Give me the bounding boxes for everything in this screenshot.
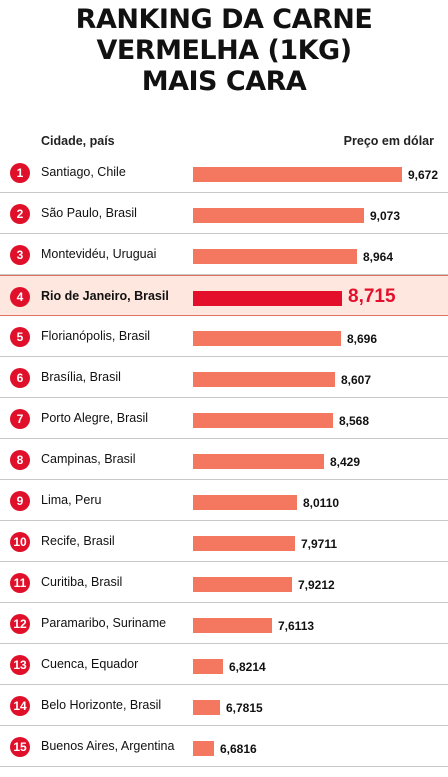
rank-badge: 11 [10, 573, 30, 593]
city-label: Rio de Janeiro, Brasil [41, 289, 169, 303]
column-header-city: Cidade, país [41, 134, 115, 148]
title-line-2: VERMELHA (1KG) [96, 35, 352, 66]
rank-badge: 10 [10, 532, 30, 552]
rank-badge: 2 [10, 204, 30, 224]
rank-badge: 15 [10, 737, 30, 757]
city-label: São Paulo, Brasil [41, 206, 137, 220]
city-label: Cuenca, Equador [41, 657, 139, 671]
table-row: 7 Porto Alegre, Brasil 8,568 [0, 398, 448, 439]
city-label: Montevidéu, Uruguai [41, 247, 157, 261]
value-label: 8,696 [347, 332, 378, 346]
city-label: Porto Alegre, Brasil [41, 411, 148, 425]
table-row: 11 Curitiba, Brasil 7,9212 [0, 562, 448, 603]
table-row: 15 Buenos Aires, Argentina 6,6816 [0, 726, 448, 767]
title-line-1: RANKING DA CARNE [75, 4, 373, 35]
table-row: 10 Recife, Brasil 7,9711 [0, 521, 448, 562]
rank-badge: 13 [10, 655, 30, 675]
table-row: 5 Florianópolis, Brasil 8,696 [0, 316, 448, 357]
bar [193, 372, 335, 387]
bar [193, 659, 223, 674]
bar [193, 331, 341, 346]
table-row: 13 Cuenca, Equador 6,8214 [0, 644, 448, 685]
rank-badge: 12 [10, 614, 30, 634]
city-label: Lima, Peru [41, 493, 102, 507]
value-label: 8,715 [348, 286, 396, 307]
value-label: 8,429 [330, 455, 361, 469]
rank-badge: 5 [10, 327, 30, 347]
table-row: 9 Lima, Peru 8,0110 [0, 480, 448, 521]
value-label: 7,9212 [298, 578, 335, 592]
column-header-price: Preço em dólar [343, 134, 434, 148]
bar [193, 208, 364, 223]
value-label: 7,9711 [301, 537, 338, 551]
city-label: Curitiba, Brasil [41, 575, 123, 589]
value-label: 8,964 [363, 250, 394, 264]
bar [193, 291, 342, 306]
bar [193, 495, 297, 510]
rank-badge: 3 [10, 245, 30, 265]
value-label: 6,7815 [226, 701, 263, 715]
table-row: 14 Belo Horizonte, Brasil 6,7815 [0, 685, 448, 726]
bar [193, 536, 295, 551]
bar [193, 618, 272, 633]
rank-badge: 4 [10, 287, 30, 307]
bar [193, 167, 402, 182]
title-line-3: MAIS CARA [141, 66, 307, 97]
value-label: 7,6113 [278, 619, 315, 633]
city-label: Florianópolis, Brasil [41, 329, 151, 343]
rank-badge: 8 [10, 450, 30, 470]
table-row: 8 Campinas, Brasil 8,429 [0, 439, 448, 480]
city-label: Buenos Aires, Argentina [41, 739, 175, 753]
city-label: Belo Horizonte, Brasil [41, 698, 162, 712]
rank-badge: 6 [10, 368, 30, 388]
table-row: 12 Paramaribo, Suriname 7,6113 [0, 603, 448, 644]
rank-badge: 9 [10, 491, 30, 511]
table-row: 3 Montevidéu, Uruguai 8,964 [0, 234, 448, 275]
value-label: 6,8214 [229, 660, 266, 674]
rank-badge: 14 [10, 696, 30, 716]
value-label: 8,568 [339, 414, 370, 428]
city-label: Santiago, Chile [41, 165, 126, 179]
bar [193, 249, 357, 264]
city-label: Recife, Brasil [41, 534, 115, 548]
value-label: 8,0110 [303, 496, 340, 510]
table-row: 2 São Paulo, Brasil 9,073 [0, 193, 448, 234]
bar [193, 413, 333, 428]
rank-badge: 7 [10, 409, 30, 429]
table-row: 4 Rio de Janeiro, Brasil 8,715 [0, 275, 448, 316]
bar [193, 577, 292, 592]
table-row: 1 Santiago, Chile 9,672 [0, 152, 448, 193]
chart-title: RANKING DA CARNE VERMELHA (1KG) MAIS CAR… [0, 4, 448, 97]
city-label: Brasília, Brasil [41, 370, 121, 384]
bar [193, 700, 220, 715]
bar [193, 741, 214, 756]
city-label: Paramaribo, Suriname [41, 616, 167, 630]
value-label: 8,607 [341, 373, 372, 387]
city-label: Campinas, Brasil [41, 452, 136, 466]
bar [193, 454, 324, 469]
rank-badge: 1 [10, 163, 30, 183]
value-label: 9,073 [370, 209, 401, 223]
table-row: 6 Brasília, Brasil 8,607 [0, 357, 448, 398]
value-label: 9,672 [408, 168, 439, 182]
value-label: 6,6816 [220, 742, 257, 756]
